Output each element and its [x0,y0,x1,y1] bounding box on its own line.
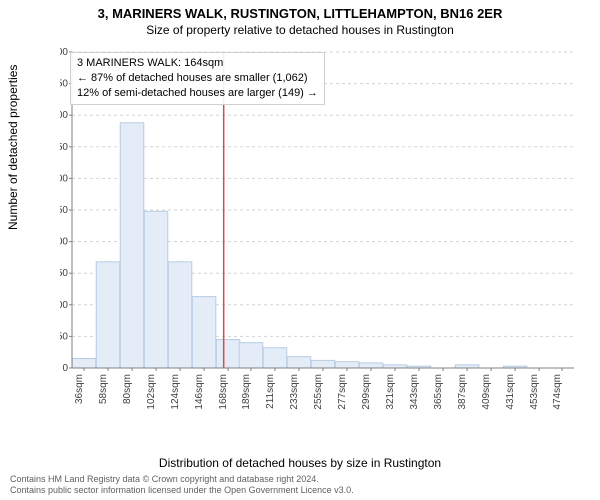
svg-text:80sqm: 80sqm [122,374,133,404]
svg-text:474sqm: 474sqm [552,374,563,410]
svg-text:431sqm: 431sqm [505,374,516,410]
svg-text:255sqm: 255sqm [313,374,324,410]
svg-text:0: 0 [62,363,68,374]
annotation-line-2: ← 87% of detached houses are smaller (1,… [77,71,318,86]
svg-text:58sqm: 58sqm [98,374,109,404]
footer-line-1: Contains HM Land Registry data © Crown c… [10,474,354,485]
svg-text:150: 150 [60,268,68,279]
svg-text:365sqm: 365sqm [433,374,444,410]
svg-text:450: 450 [60,79,68,90]
svg-text:300: 300 [60,173,68,184]
svg-text:400: 400 [60,110,68,121]
svg-text:146sqm: 146sqm [194,374,205,410]
annotation-line-3: 12% of semi-detached houses are larger (… [77,86,318,101]
chart-subtitle: Size of property relative to detached ho… [0,21,600,37]
svg-text:343sqm: 343sqm [409,374,420,410]
svg-text:250: 250 [60,205,68,216]
svg-text:124sqm: 124sqm [170,374,181,410]
svg-text:102sqm: 102sqm [146,374,157,410]
svg-text:409sqm: 409sqm [481,374,492,410]
svg-text:189sqm: 189sqm [241,374,252,410]
svg-text:387sqm: 387sqm [457,374,468,410]
svg-text:50: 50 [60,331,68,342]
svg-text:168sqm: 168sqm [218,374,229,410]
svg-text:36sqm: 36sqm [74,374,85,404]
svg-text:233sqm: 233sqm [289,374,300,410]
chart-title: 3, MARINERS WALK, RUSTINGTON, LITTLEHAMP… [0,0,600,21]
chart-container: 3, MARINERS WALK, RUSTINGTON, LITTLEHAMP… [0,0,600,500]
svg-text:211sqm: 211sqm [265,374,276,409]
svg-text:453sqm: 453sqm [529,374,540,410]
svg-text:321sqm: 321sqm [385,374,396,410]
x-axis-label: Distribution of detached houses by size … [0,456,600,470]
svg-text:350: 350 [60,142,68,153]
y-axis-label: Number of detached properties [6,65,20,230]
footer-line-2: Contains public sector information licen… [10,485,354,496]
annotation-box: 3 MARINERS WALK: 164sqm ← 87% of detache… [70,52,325,105]
svg-text:500: 500 [60,47,68,58]
svg-text:200: 200 [60,237,68,248]
svg-text:299sqm: 299sqm [361,374,372,410]
svg-text:277sqm: 277sqm [337,374,348,410]
annotation-line-1: 3 MARINERS WALK: 164sqm [77,56,318,71]
attribution-footer: Contains HM Land Registry data © Crown c… [10,474,354,496]
svg-text:100: 100 [60,300,68,311]
